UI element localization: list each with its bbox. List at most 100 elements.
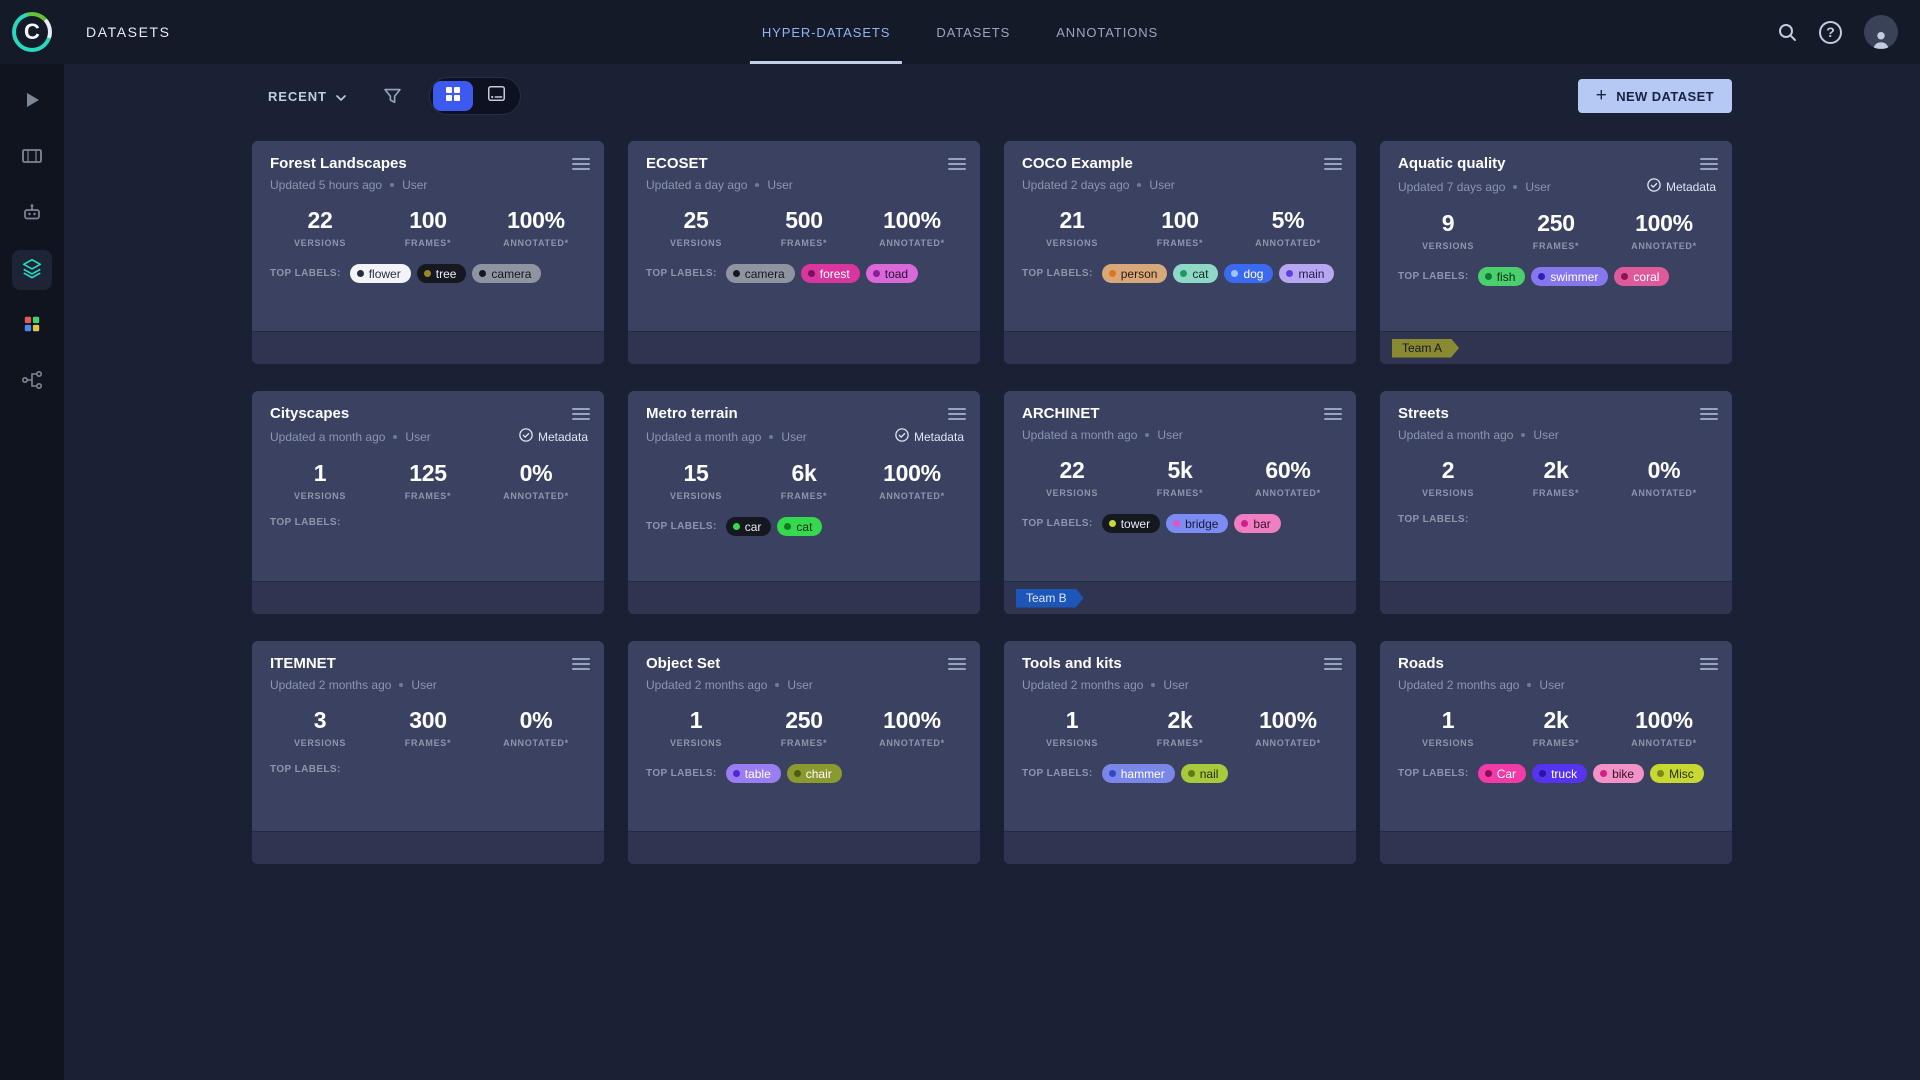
sidebar-item-reports[interactable] bbox=[12, 306, 52, 346]
card-menu-icon[interactable] bbox=[1324, 155, 1342, 171]
stat-value: 21 bbox=[1059, 207, 1085, 233]
top-labels-prefix: TOP LABELS: bbox=[270, 268, 341, 279]
card-footer bbox=[252, 331, 604, 364]
page-title: DATASETS bbox=[86, 24, 171, 40]
separator-dot bbox=[769, 434, 774, 439]
card-user: User bbox=[1533, 428, 1559, 442]
filter-icon[interactable] bbox=[384, 88, 401, 105]
card-updated: Updated 2 months ago bbox=[1022, 678, 1144, 692]
card-view-button[interactable] bbox=[477, 81, 517, 111]
card-user: User bbox=[1525, 179, 1551, 194]
stat-value: 25 bbox=[683, 207, 709, 233]
card-user: User bbox=[402, 178, 428, 192]
top-labels-prefix: TOP LABELS: bbox=[1398, 514, 1469, 525]
stat-value: 1 bbox=[313, 460, 327, 486]
card-stats: 21 VERSIONS 100 FRAMES* 5% ANNOTATED* bbox=[1004, 207, 1356, 248]
label-chip: bike bbox=[1593, 764, 1645, 783]
dataset-card[interactable]: Cityscapes Updated a month ago User Meta… bbox=[252, 391, 604, 614]
board-icon bbox=[22, 146, 42, 171]
sidebar-item-pipelines[interactable] bbox=[12, 362, 52, 402]
stat-label: FRAMES* bbox=[404, 238, 452, 248]
card-footer bbox=[252, 831, 604, 864]
dataset-card[interactable]: Tools and kits Updated 2 months ago User… bbox=[1004, 641, 1356, 864]
stat-label: FRAMES* bbox=[1156, 738, 1204, 748]
label-chip: Misc bbox=[1650, 764, 1704, 783]
app-logo[interactable]: C bbox=[12, 12, 52, 52]
tab-datasets[interactable]: DATASETS bbox=[936, 24, 1011, 40]
chip-dot bbox=[1180, 270, 1188, 277]
stat-label: FRAMES* bbox=[1532, 738, 1580, 748]
help-icon[interactable]: ? bbox=[1819, 20, 1842, 44]
card-footer bbox=[1380, 831, 1732, 864]
dataset-card[interactable]: ARCHINET Updated a month ago User 22 VER… bbox=[1004, 391, 1356, 614]
sidebar-item-experiments[interactable] bbox=[12, 138, 52, 178]
stat-value: 100% bbox=[883, 460, 941, 486]
top-labels-row: TOP LABELS: tower bridge bar bbox=[1004, 514, 1356, 533]
stat-value: 1 bbox=[1441, 707, 1455, 733]
card-menu-icon[interactable] bbox=[572, 155, 590, 171]
card-menu-icon[interactable] bbox=[1700, 405, 1718, 421]
card-title: Object Set bbox=[646, 655, 721, 672]
sidebar-item-projects[interactable] bbox=[12, 82, 52, 122]
card-menu-icon[interactable] bbox=[948, 405, 966, 421]
label-chip: hammer bbox=[1101, 764, 1175, 783]
top-labels-row: TOP LABELS: bbox=[252, 764, 604, 775]
dataset-card[interactable]: Metro terrain Updated a month ago User M… bbox=[628, 391, 980, 614]
stat-annotated: 0% ANNOTATED* bbox=[496, 460, 576, 501]
card-menu-icon[interactable] bbox=[948, 155, 966, 171]
top-labels-row: TOP LABELS: flower tree camera bbox=[252, 264, 604, 283]
sidebar-item-datasets[interactable] bbox=[12, 250, 52, 290]
card-menu-icon[interactable] bbox=[572, 655, 590, 671]
label-chips: tower bridge bar bbox=[1101, 514, 1281, 533]
stat-annotated: 5% ANNOTATED* bbox=[1248, 207, 1328, 248]
stat-value: 100% bbox=[507, 207, 565, 233]
dataset-card[interactable]: Aquatic quality Updated 7 days ago User … bbox=[1380, 141, 1732, 364]
stat-versions: 15 VERSIONS bbox=[656, 460, 736, 501]
stat-label: FRAMES* bbox=[1156, 488, 1204, 498]
card-menu-icon[interactable] bbox=[1700, 155, 1718, 171]
card-footer bbox=[252, 581, 604, 614]
top-labels-prefix: TOP LABELS: bbox=[1022, 268, 1093, 279]
card-footer bbox=[628, 831, 980, 864]
grid-view-button[interactable] bbox=[432, 81, 473, 111]
dataset-card[interactable]: Streets Updated a month ago User 2 VERSI… bbox=[1380, 391, 1732, 614]
stat-label: ANNOTATED* bbox=[1255, 738, 1321, 748]
stat-label: VERSIONS bbox=[293, 238, 347, 248]
stat-label: VERSIONS bbox=[669, 491, 723, 501]
card-title: ARCHINET bbox=[1022, 405, 1100, 422]
sidebar-item-workers[interactable] bbox=[12, 194, 52, 234]
dataset-card[interactable]: COCO Example Updated 2 days ago User 21 … bbox=[1004, 141, 1356, 364]
new-dataset-button[interactable]: + NEW DATASET bbox=[1577, 79, 1732, 113]
chip-dot bbox=[1600, 770, 1608, 777]
top-labels-prefix: TOP LABELS: bbox=[270, 764, 341, 775]
tab-annotations[interactable]: ANNOTATIONS bbox=[1056, 24, 1159, 40]
card-stats: 2 VERSIONS 2k FRAMES* 0% ANNOTATED* bbox=[1380, 457, 1732, 498]
stat-annotated: 0% ANNOTATED* bbox=[1624, 457, 1704, 498]
card-menu-icon[interactable] bbox=[1324, 655, 1342, 671]
dataset-card[interactable]: Forest Landscapes Updated 5 hours ago Us… bbox=[252, 141, 604, 364]
card-menu-icon[interactable] bbox=[1700, 655, 1718, 671]
top-labels-row: TOP LABELS: Car truck bike Misc bbox=[1380, 764, 1732, 783]
metadata-badge: Metadata bbox=[895, 428, 964, 445]
top-labels-prefix: TOP LABELS: bbox=[1022, 518, 1093, 529]
chip-dot bbox=[479, 270, 487, 277]
top-labels-row: TOP LABELS: car cat bbox=[628, 517, 980, 536]
card-menu-icon[interactable] bbox=[1324, 405, 1342, 421]
tab-hyper-datasets[interactable]: HYPER-DATASETS bbox=[749, 0, 903, 64]
dataset-card[interactable]: Object Set Updated 2 months ago User 1 V… bbox=[628, 641, 980, 864]
top-labels-prefix: TOP LABELS: bbox=[1022, 768, 1093, 779]
stat-frames: 2k FRAMES* bbox=[1516, 707, 1596, 748]
card-menu-icon[interactable] bbox=[948, 655, 966, 671]
dataset-card[interactable]: ECOSET Updated a day ago User 25 VERSION… bbox=[628, 141, 980, 364]
dataset-card[interactable]: Roads Updated 2 months ago User 1 VERSIO… bbox=[1380, 641, 1732, 864]
label-chip: person bbox=[1101, 264, 1168, 283]
search-icon[interactable] bbox=[1777, 22, 1797, 42]
card-menu-icon[interactable] bbox=[572, 405, 590, 421]
sort-dropdown[interactable]: RECENT bbox=[268, 89, 346, 104]
label-chip: coral bbox=[1614, 267, 1670, 286]
card-title: Metro terrain bbox=[646, 405, 738, 422]
card-user: User bbox=[405, 429, 431, 444]
dataset-card[interactable]: ITEMNET Updated 2 months ago User 3 VERS… bbox=[252, 641, 604, 864]
stat-label: ANNOTATED* bbox=[879, 491, 945, 501]
user-avatar-icon[interactable] bbox=[1864, 15, 1898, 49]
